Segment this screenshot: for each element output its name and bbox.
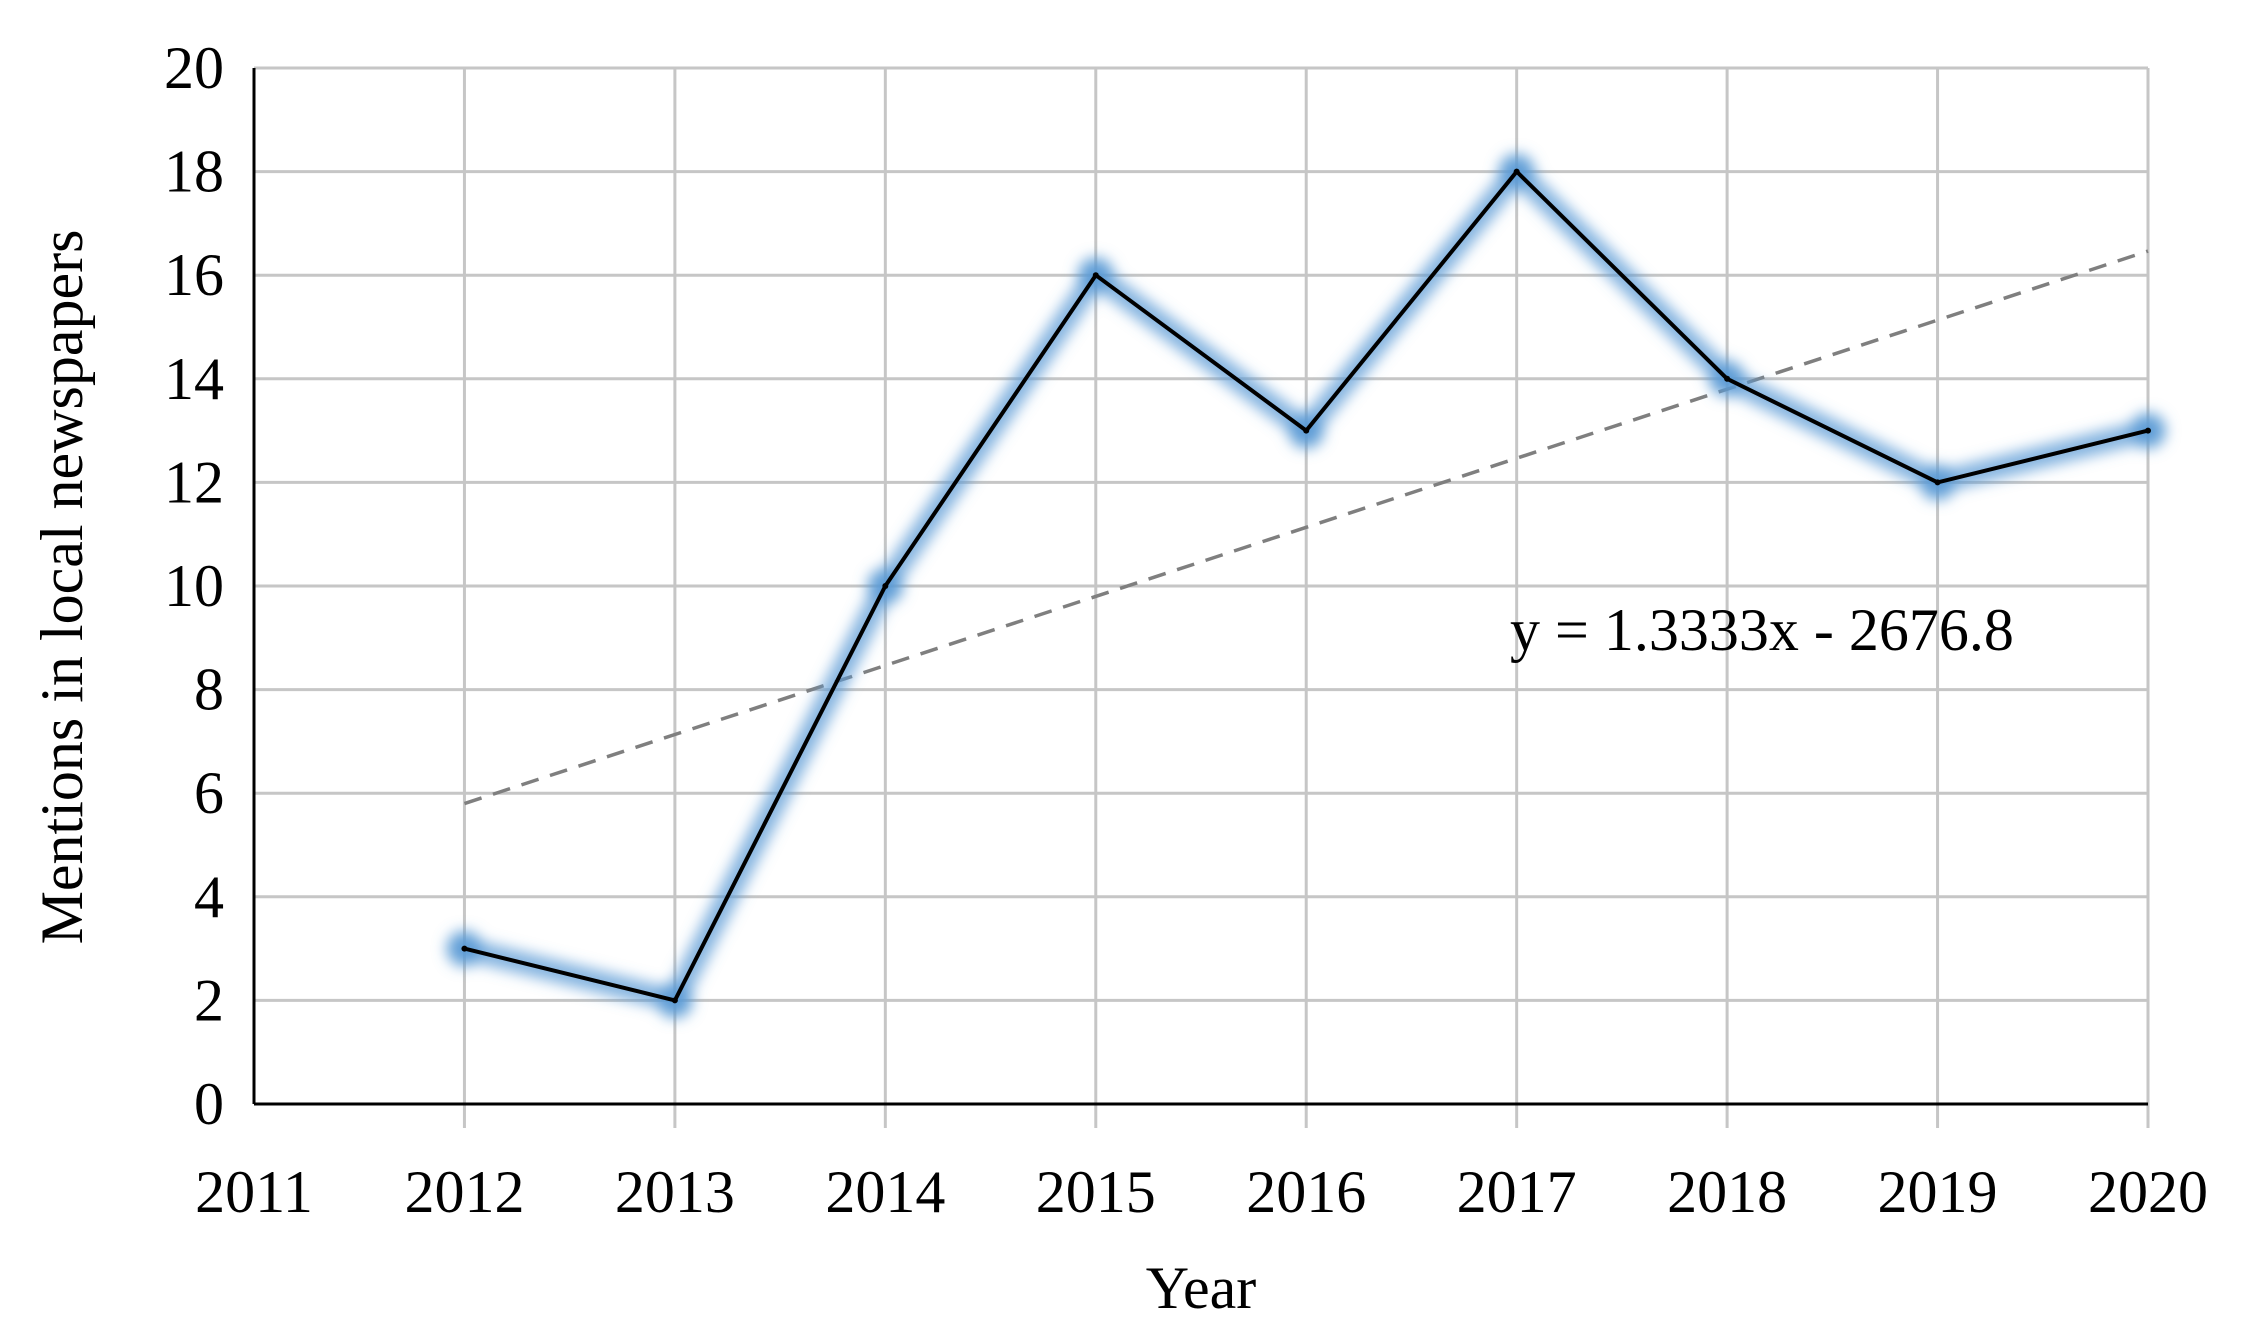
y-tick-label-16: 16 [164,242,224,308]
y-tick-label-0: 0 [194,1071,224,1137]
x-axis-title: Year [1146,1255,1257,1321]
x-tick-label-2012: 2012 [404,1159,524,1225]
x-tick-label-2011: 2011 [195,1159,313,1225]
y-tick-label-8: 8 [194,657,224,723]
tick-labels: 0 2 4 6 8 10 12 14 16 18 20 2011 2012 2013 2014 2015 201… [164,35,2208,1225]
y-tick-label-12: 12 [164,449,224,515]
axes [252,68,2148,1106]
y-tick-label-6: 6 [194,760,224,826]
x-tick-label-2019: 2019 [1878,1159,1998,1225]
annotation-trend-equation: y = 1.3333x - 2676.8 [1510,597,2014,663]
data-point-2013 [671,997,678,1004]
x-tick-label-2015: 2015 [1036,1159,1156,1225]
data-point-2014 [882,583,889,589]
x-tick-label-2018: 2018 [1667,1159,1787,1225]
x-tick-label-2017: 2017 [1457,1159,1577,1225]
trendline-group [463,249,2149,806]
x-tick-label-2016: 2016 [1246,1159,1366,1225]
data-point-2015 [1092,272,1099,279]
series-line-group [461,168,2151,1004]
data-point-2020 [2145,427,2151,434]
x-tick-label-2020: 2020 [2088,1159,2208,1225]
y-tick-label-18: 18 [164,139,224,205]
y-axis-title: Mentions in local newspapers [29,230,95,945]
x-tick-label-2013: 2013 [615,1159,735,1225]
y-tick-label-4: 4 [194,864,224,930]
y-tick-label-10: 10 [164,553,224,619]
x-tick-label-2014: 2014 [825,1159,945,1225]
data-point-2019 [1934,479,1941,486]
y-tick-label-20: 20 [164,35,224,101]
data-point-2018 [1724,375,1731,382]
data-point-2012 [461,945,468,952]
trendline [463,249,2149,806]
data-point-2017 [1513,168,1520,175]
y-tick-label-14: 14 [164,346,224,412]
data-point-2016 [1303,427,1310,434]
y-tick-label-2: 2 [194,967,224,1033]
